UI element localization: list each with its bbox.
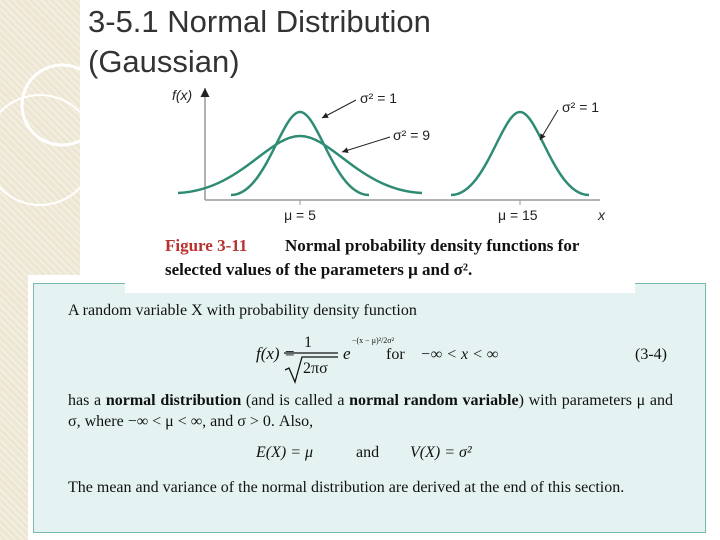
formula-lhs: f(x) = — [256, 344, 296, 363]
definition-paragraph: has a normal distribution (and is called… — [68, 390, 673, 432]
formula-for: for — [386, 346, 405, 363]
annotation: σ² = 9 — [393, 127, 430, 143]
text-run: has a — [68, 392, 106, 409]
and: and — [356, 444, 380, 461]
bold-run: normal distribution — [105, 392, 242, 409]
caption-line: Normal probability density functions for — [285, 236, 580, 255]
title-line: 3-5.1 Normal Distribution — [88, 4, 431, 39]
density-curve — [450, 110, 590, 197]
formula-denominator: 2πσ — [303, 360, 328, 377]
definition-intro: A random variable X with probability den… — [68, 302, 417, 319]
title-line: (Gaussian) — [88, 44, 240, 79]
figure-number: Figure 3-11 — [165, 236, 248, 255]
closing: The mean and variance of the normal dist… — [68, 479, 625, 496]
text-run: ) with parameters μ and σ, where −∞ < μ … — [68, 392, 674, 430]
x-axis-label: x — [597, 207, 606, 223]
tick-label: μ = 15 — [498, 207, 538, 223]
formula-base: e — [343, 344, 351, 363]
y-axis-label: f(x) — [172, 87, 192, 103]
bold-run: normal random variable — [349, 392, 519, 409]
equation-number: (3-4) — [635, 346, 667, 363]
density-curve — [177, 134, 423, 195]
formula-exponent: −(x − μ)²/2σ² — [352, 336, 394, 345]
figure-plot: f(x) x σ² = 1 σ² = 9 σ² = 1 μ = 5 μ = 15 — [172, 87, 606, 223]
arrow — [539, 109, 559, 141]
text-run: (and is called a — [241, 392, 350, 409]
annotation: σ² = 1 — [562, 99, 599, 115]
decor-strip — [0, 0, 104, 540]
annotation: σ² = 1 — [360, 90, 397, 106]
arrow — [321, 99, 357, 119]
fraction-and-root — [284, 352, 338, 384]
arrow — [341, 136, 391, 154]
formula-range: −∞ < x < ∞ — [420, 346, 499, 363]
caption-area — [125, 228, 635, 293]
density-curve — [230, 110, 370, 197]
formula-numerator: 1 — [304, 334, 312, 351]
variance: V(X) = σ² — [410, 444, 472, 461]
mean: E(X) = μ — [256, 444, 314, 461]
caption-line: selected values of the parameters μ and … — [165, 260, 473, 279]
tick-label: μ = 5 — [284, 207, 316, 223]
